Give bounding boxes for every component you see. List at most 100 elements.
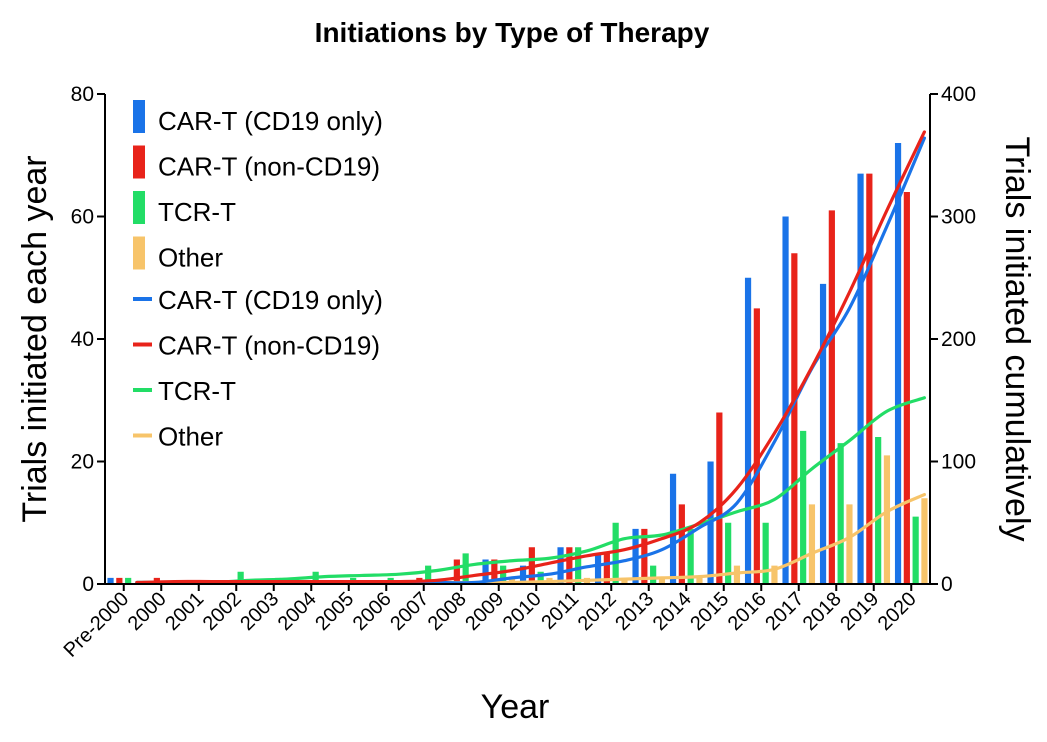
bar-tcr-t-2008 xyxy=(462,553,469,585)
x-tick-label-2002: 2002 xyxy=(199,588,246,635)
bar-car-t-non-cd19--2011 xyxy=(566,547,573,584)
legend: CAR-T (CD19 only) CAR-T (non-CD19) TCR-T Ot… xyxy=(133,100,383,452)
line-tcr-t xyxy=(135,396,926,585)
y-tick-left-label: 80 xyxy=(71,83,94,106)
x-tick-label-2006: 2006 xyxy=(349,588,396,635)
y-tick-left-label: 60 xyxy=(71,206,94,229)
y-axis-label-right: Trials initiated cumulatively xyxy=(998,137,1036,542)
bar-car-t-cd19-only--2017 xyxy=(782,216,789,584)
y-tick-left-label: 0 xyxy=(82,573,94,596)
x-tick-label-pre-2000: Pre-2000 xyxy=(60,588,134,662)
x-tick-label-2014: 2014 xyxy=(649,588,696,635)
bar-car-t-cd19-only--2014 xyxy=(669,473,677,584)
y-tick-right-label: 0 xyxy=(941,573,953,596)
x-tick-label-2009: 2009 xyxy=(461,588,508,635)
x-ticks: Pre-200020002001200220032004200520062007… xyxy=(60,584,921,662)
bar-other-2017 xyxy=(808,504,816,585)
legend-swatch-bar xyxy=(133,191,145,224)
legend-label: CAR-T (CD19 only) xyxy=(158,285,383,315)
y-tick-right-label: 200 xyxy=(941,328,976,351)
plot-area xyxy=(107,130,928,585)
y-tick-left-label: 20 xyxy=(71,451,94,474)
legend-label: Other xyxy=(158,422,223,452)
bar-car-t-cd19-only--2010 xyxy=(519,565,527,585)
line-car-t-non-cd19- xyxy=(135,130,926,585)
x-tick-label-2005: 2005 xyxy=(311,588,358,635)
x-tick-label-2016: 2016 xyxy=(724,588,771,635)
x-tick-label-2008: 2008 xyxy=(424,588,471,635)
bar-car-t-non-cd19--2014 xyxy=(678,504,685,585)
bar-other-2016 xyxy=(771,565,778,585)
bar-car-t-cd19-only--2018 xyxy=(819,283,827,585)
bar-car-t-cd19-only--2016 xyxy=(744,277,752,584)
x-tick-label-2017: 2017 xyxy=(761,588,808,635)
legend-label: TCR-T xyxy=(158,376,236,406)
bar-other-2018 xyxy=(846,504,853,585)
bar-other-2020 xyxy=(921,498,928,584)
x-tick-label-2020: 2020 xyxy=(874,588,921,635)
y-tick-right-label: 100 xyxy=(941,451,976,474)
bar-car-t-cd19-only--2020 xyxy=(894,143,902,584)
bar-tcr-t-2010 xyxy=(537,571,544,584)
bar-tcr-t-pre-2000 xyxy=(125,577,132,585)
legend-swatch-bar xyxy=(133,145,145,179)
legend-label: Other xyxy=(158,243,223,273)
bar-car-t-cd19-only--2009 xyxy=(482,559,489,584)
bar-car-t-cd19-only--2019 xyxy=(857,173,864,585)
legend-label: CAR-T (non-CD19) xyxy=(158,331,380,361)
bar-other-2015 xyxy=(733,565,741,585)
bar-tcr-t-2007 xyxy=(425,565,432,585)
x-tick-label-2004: 2004 xyxy=(274,588,321,635)
x-tick-label-2007: 2007 xyxy=(386,588,433,635)
y-ticks-right: 0 100 200 300 400 xyxy=(930,83,976,596)
x-tick-label-2013: 2013 xyxy=(611,588,658,635)
bar-other-2014 xyxy=(696,577,703,585)
bar-other-2012 xyxy=(621,577,628,585)
bar-tcr-t-2002 xyxy=(237,571,244,584)
bar-other-2013 xyxy=(658,577,666,585)
bar-tcr-t-2018 xyxy=(837,443,844,585)
legend-swatch-bar xyxy=(133,236,145,270)
chart-title: Initiations by Type of Therapy xyxy=(315,17,710,48)
lines-layer xyxy=(135,130,926,585)
bar-tcr-t-2014 xyxy=(687,528,694,585)
x-tick-label-2003: 2003 xyxy=(236,588,283,635)
bar-tcr-t-2009 xyxy=(500,565,507,585)
x-tick-label-2015: 2015 xyxy=(686,588,733,635)
bar-tcr-t-2020 xyxy=(912,516,919,585)
bar-car-t-non-cd19--2017 xyxy=(791,253,798,584)
x-tick-label-2011: 2011 xyxy=(537,588,583,634)
bar-car-t-non-cd19--2015 xyxy=(716,412,723,584)
y-tick-left-label: 40 xyxy=(71,328,94,351)
bar-car-t-cd19-only--2012 xyxy=(594,553,602,585)
bar-tcr-t-2019 xyxy=(875,437,882,584)
x-tick-label-2000: 2000 xyxy=(124,588,171,635)
bar-car-t-non-cd19--2016 xyxy=(753,308,760,585)
bar-car-t-non-cd19--2012 xyxy=(603,553,610,585)
y-ticks-left: 0 20 40 60 80 xyxy=(71,83,105,596)
bar-tcr-t-2015 xyxy=(725,522,732,584)
legend-label: TCR-T xyxy=(158,197,236,227)
bars-layer xyxy=(107,143,928,585)
legend-label: CAR-T (CD19 only) xyxy=(158,106,383,136)
y-tick-right-label: 300 xyxy=(941,206,976,229)
bar-tcr-t-2013 xyxy=(650,565,657,585)
bar-car-t-non-cd19--2008 xyxy=(453,559,460,584)
x-tick-label-2001: 2001 xyxy=(161,588,208,635)
bar-other-2019 xyxy=(883,455,891,585)
bar-car-t-cd19-only--2011 xyxy=(557,547,564,584)
x-tick-label-2018: 2018 xyxy=(799,588,846,635)
legend-swatch-bar xyxy=(133,100,145,133)
bar-tcr-t-2012 xyxy=(612,522,619,584)
bar-car-t-non-cd19--2018 xyxy=(828,210,835,585)
bar-car-t-non-cd19--2020 xyxy=(903,192,910,584)
bar-car-t-non-cd19--pre-2000 xyxy=(116,577,123,585)
x-tick-label-2010: 2010 xyxy=(499,588,546,635)
x-tick-label-2019: 2019 xyxy=(836,588,883,635)
legend-label: CAR-T (non-CD19) xyxy=(158,152,380,182)
x-axis-label: Year xyxy=(481,688,550,726)
x-tick-label-2012: 2012 xyxy=(574,588,621,635)
y-axis-label-left: Trials initiated each year xyxy=(16,155,54,522)
bar-car-t-cd19-only--pre-2000 xyxy=(107,577,114,585)
